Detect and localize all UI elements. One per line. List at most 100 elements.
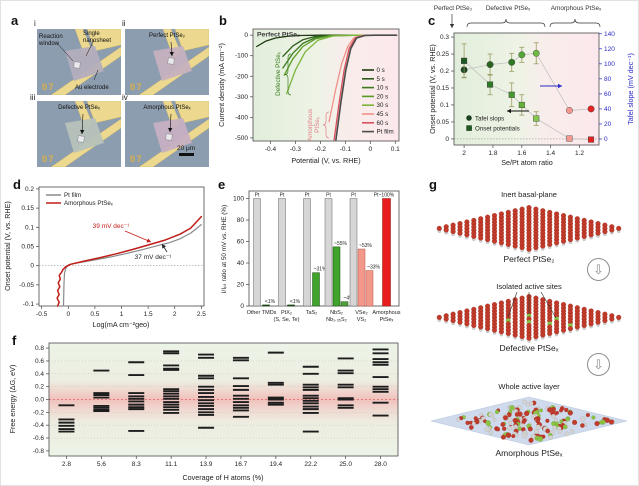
brace [466,18,546,28]
data-point-circle [486,61,494,68]
x-tick-label: 16.7 [235,461,248,468]
bar-value-label: Pt [255,193,260,199]
x-axis-title: Log(mA cm⁻²geo) [93,320,150,329]
y-tick-label: -0.8 [33,448,45,455]
y-tick-label: 0 [445,136,449,143]
x-tick-label: 1.8 [488,150,497,157]
amorphous-atom [502,415,508,421]
amorphous-atom [564,407,569,413]
arrow-head [169,51,174,56]
y-tick-label: 60 [237,239,245,246]
chip-marker: 07 [42,82,56,92]
y2-axis-title: Tafel slope (mV dec⁻¹) [626,53,635,125]
x-tick-label: 2.8 [62,461,71,468]
legend-label: Pt film [64,192,81,199]
amorphous-atom [551,413,556,419]
bar-ptx- [287,304,295,307]
y-tick-label: 0 [244,32,248,39]
pt-atom [491,238,498,244]
amorphous-atom [580,423,585,428]
series-line [335,34,398,141]
legend-label: 5 s [377,76,385,83]
legend-label: 45 s [377,111,389,118]
panel-label-b: b [219,13,227,28]
annotation-amorphous: Amorphous [307,109,314,141]
x-axis-title: Se/Pt atom ratio [501,158,553,167]
data-point-circle [518,51,526,59]
pt-atom [450,229,456,235]
reaction-window [73,61,81,69]
category-label2: Nb₁.₃₅S₂ [326,317,347,323]
plot-area [453,32,600,146]
pt-atom [457,319,463,325]
y-tick-label: 0 [240,303,244,310]
y-tick-label: -0.05 [19,282,34,289]
bar-amorphous [382,198,391,307]
top-label-perfect: Perfect PtSe₂ [434,5,473,12]
amorphous-atom [579,416,586,422]
y-tick-label: 0.2 [35,384,44,391]
amorphous-atom [471,421,476,426]
bar-vse- [365,270,374,307]
reaction-window [77,135,85,143]
label-inert-basal-plane: Inert basal-plane [501,190,557,199]
category-label2: PtSeₓ [380,317,394,323]
amorphous-atom [531,414,536,419]
amorphous-atom [523,410,530,417]
down-arrow-glyph: ⇩ [593,262,604,277]
data-point-circle [566,107,573,114]
sub-label-i: i [34,19,36,28]
amorphous-atom [565,417,570,422]
bar-vse- [357,248,366,307]
perfect-lattice-image [436,205,622,254]
amorphous-atom [465,420,470,425]
pt-atom [478,235,484,241]
x-tick-label: 8.3 [132,461,141,468]
annotation-amorphous: PtSeₓ [314,116,321,133]
micrograph-iv-image [125,101,209,167]
line [124,230,152,243]
pt-atom [498,329,504,335]
micrograph-iii: Defective PtSeₓ 07 [37,101,121,167]
down-arrow-icon: ⇩ [587,353,610,376]
category-label: Other TMDs [247,310,277,316]
micrograph-i-image [37,29,121,95]
bar-ptx- [278,198,286,307]
pt-atom [588,321,594,327]
bar-nbs- [324,198,333,307]
brace [322,111,330,139]
y2-tick-label: 80 [604,76,612,83]
pt-atom [560,327,567,333]
y2-tick-label: 140 [604,31,615,38]
amorphous-atom [585,413,590,418]
reaction-window [165,133,173,141]
pt-atom [464,232,470,238]
pt-atom [547,330,553,336]
brace [549,18,601,28]
x-tick-label: 0 [66,311,70,318]
annotation-defective: Defective PtSeₓ [275,51,282,96]
y-tick-label: 100 [233,196,244,203]
bar-value-label: Pt [280,193,285,199]
x-tick-label: 22.2 [304,461,317,468]
amorphous-atom [517,426,522,431]
data-point-circle [587,105,595,113]
y-tick-label: -0.1 [23,301,35,308]
chip-marker: 07 [130,82,144,92]
y-tick-label: 0.4 [35,371,44,378]
amorphous-atom [485,420,491,426]
legend-label: Onset potentials [475,126,520,133]
panel-c-chart: 2 1.8 1.6 1.4 1.2 0 0.05 0.1 0.15 0.2 0.25 0.3 0 20 40… [428,5,635,167]
bar-value-label: Pt [351,193,356,199]
panel-label-d: d [13,177,21,192]
x-tick-label: 1.5 [144,311,153,318]
pt-atom [485,237,491,243]
annotation-37mv: 37 mV dec⁻¹ [135,254,173,261]
arrow-head [146,238,151,243]
amorphous-atom [490,414,495,419]
pt-atom [554,329,560,335]
panel-label-c: c [428,13,436,28]
pt-atom [464,321,470,327]
x-tick-label: 28.0 [374,461,387,468]
amorphous-atom [484,426,490,433]
